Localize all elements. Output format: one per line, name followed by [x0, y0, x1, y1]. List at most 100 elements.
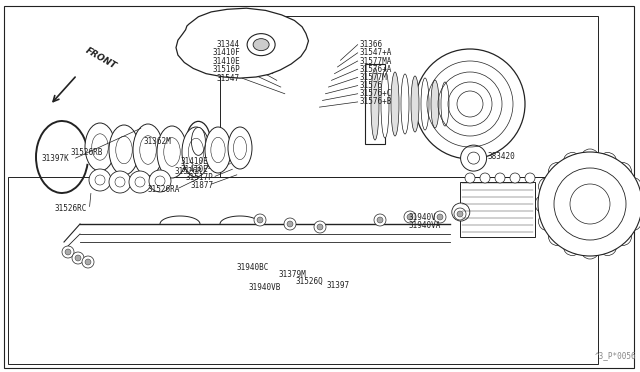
- Circle shape: [454, 208, 466, 220]
- Circle shape: [480, 173, 490, 183]
- Circle shape: [407, 214, 413, 220]
- Circle shape: [374, 214, 386, 226]
- Circle shape: [525, 173, 535, 183]
- Circle shape: [627, 195, 640, 213]
- Circle shape: [85, 259, 91, 265]
- Circle shape: [538, 177, 557, 195]
- Circle shape: [598, 153, 616, 170]
- Ellipse shape: [247, 33, 275, 56]
- Circle shape: [314, 221, 326, 233]
- Circle shape: [317, 224, 323, 230]
- Text: 31940V: 31940V: [408, 213, 436, 222]
- Circle shape: [563, 237, 581, 256]
- Circle shape: [452, 203, 470, 221]
- Text: 31877: 31877: [191, 181, 214, 190]
- Ellipse shape: [431, 80, 439, 128]
- Circle shape: [284, 218, 296, 230]
- Ellipse shape: [157, 126, 187, 178]
- Text: 383420: 383420: [488, 153, 515, 161]
- Text: 31526RC: 31526RC: [54, 204, 87, 213]
- Circle shape: [623, 177, 640, 195]
- Circle shape: [82, 256, 94, 268]
- Circle shape: [468, 152, 479, 164]
- Circle shape: [457, 211, 463, 217]
- Text: 31410F: 31410F: [212, 48, 240, 57]
- Circle shape: [570, 184, 610, 224]
- Circle shape: [563, 153, 581, 170]
- Text: 31516P: 31516P: [212, 65, 240, 74]
- Text: 31940VA: 31940VA: [408, 221, 441, 230]
- Text: 31576+B: 31576+B: [360, 97, 392, 106]
- Ellipse shape: [191, 127, 205, 155]
- Text: 31344: 31344: [217, 40, 240, 49]
- Circle shape: [538, 152, 640, 256]
- Circle shape: [538, 213, 557, 231]
- Circle shape: [581, 149, 599, 167]
- Ellipse shape: [85, 123, 115, 171]
- Circle shape: [377, 217, 383, 223]
- Circle shape: [548, 228, 566, 246]
- Ellipse shape: [401, 74, 409, 134]
- Text: ^3_P*0056: ^3_P*0056: [595, 351, 636, 360]
- Text: 31576+C: 31576+C: [360, 89, 392, 98]
- Circle shape: [65, 249, 71, 255]
- Circle shape: [614, 228, 632, 246]
- Text: FRONT: FRONT: [84, 46, 118, 71]
- Circle shape: [62, 246, 74, 258]
- Ellipse shape: [205, 127, 231, 173]
- Text: 31576+A: 31576+A: [360, 65, 392, 74]
- FancyBboxPatch shape: [365, 64, 385, 144]
- Circle shape: [75, 255, 81, 261]
- Text: 31526RB: 31526RB: [70, 148, 103, 157]
- Ellipse shape: [391, 72, 399, 136]
- Bar: [220, 16, 598, 177]
- Text: 31526Q: 31526Q: [296, 277, 323, 286]
- Ellipse shape: [133, 124, 163, 176]
- Circle shape: [257, 217, 263, 223]
- Text: 31362M: 31362M: [144, 137, 172, 146]
- Circle shape: [623, 213, 640, 231]
- Circle shape: [149, 170, 171, 192]
- Circle shape: [465, 173, 475, 183]
- Circle shape: [287, 221, 293, 227]
- Bar: [8, 177, 598, 364]
- Ellipse shape: [411, 76, 419, 132]
- Text: 31410E: 31410E: [180, 165, 208, 174]
- Ellipse shape: [421, 78, 429, 130]
- Text: 31379M: 31379M: [278, 270, 306, 279]
- Text: 31410E: 31410E: [180, 157, 208, 166]
- Text: 31397: 31397: [326, 281, 349, 290]
- Text: 31940VB: 31940VB: [248, 283, 281, 292]
- Circle shape: [495, 173, 505, 183]
- Text: 31526R: 31526R: [174, 167, 202, 176]
- Circle shape: [109, 171, 131, 193]
- Text: 31410E: 31410E: [212, 57, 240, 65]
- Circle shape: [89, 169, 111, 191]
- Text: 31577M: 31577M: [360, 73, 387, 82]
- Text: 31547+A: 31547+A: [360, 48, 392, 57]
- Ellipse shape: [371, 68, 379, 140]
- Text: 31526RA: 31526RA: [147, 185, 180, 194]
- Text: 31366: 31366: [360, 40, 383, 49]
- Circle shape: [581, 241, 599, 259]
- Circle shape: [437, 214, 443, 220]
- Text: 31940BC: 31940BC: [237, 263, 269, 272]
- Ellipse shape: [186, 121, 211, 161]
- Polygon shape: [176, 8, 308, 78]
- Circle shape: [404, 211, 416, 223]
- Text: 31517P: 31517P: [186, 173, 213, 182]
- Ellipse shape: [228, 127, 252, 169]
- Ellipse shape: [182, 127, 210, 177]
- Text: 31576: 31576: [360, 81, 383, 90]
- Circle shape: [254, 214, 266, 226]
- Ellipse shape: [109, 125, 139, 175]
- Text: 31547: 31547: [217, 74, 240, 83]
- Circle shape: [461, 145, 486, 171]
- Circle shape: [554, 168, 626, 240]
- Circle shape: [510, 173, 520, 183]
- Circle shape: [598, 237, 616, 256]
- Text: 31397K: 31397K: [42, 154, 69, 163]
- Circle shape: [548, 163, 566, 180]
- Circle shape: [415, 49, 525, 159]
- Ellipse shape: [441, 82, 449, 126]
